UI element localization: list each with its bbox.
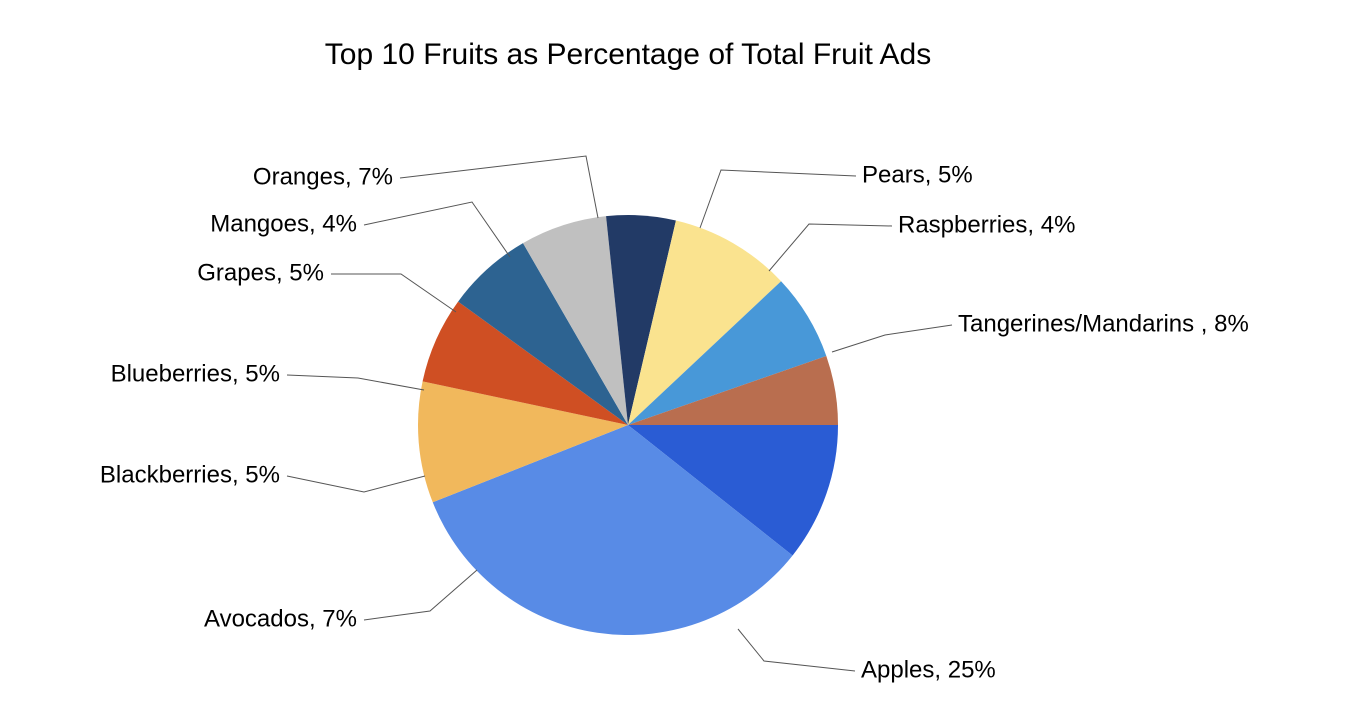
chart-title: Top 10 Fruits as Percentage of Total Fru… [324,38,932,71]
data-label-apples: Apples, 25% [861,656,996,683]
pie-slice-mangoes [606,215,676,425]
pie-slice-grapes [523,216,628,425]
data-label-pears: Pears, 5% [862,161,973,188]
pie-slice-oranges [628,220,782,425]
leader-line-tangerines-mandarins [831,324,953,353]
leader-line-raspberries [768,223,893,272]
leader-line-blackberries [286,475,426,493]
pie-slice-apples [432,425,793,636]
leader-line-mangoes [363,201,511,258]
leader-line-grapes [331,273,457,313]
data-label-blackberries: Blackberries, 5% [100,461,280,488]
data-label-mangoes: Mangoes, 4% [210,210,357,237]
leader-line-apples [737,628,856,672]
data-label-avocados: Avocados, 7% [204,605,357,632]
pie-slice-blackberries [422,301,628,425]
pie-slice-tangerines-mandarins [628,425,839,556]
leader-line-pears [699,169,857,229]
pie-slice-raspberries [628,355,838,425]
data-label-blueberries: Blueberries, 5% [111,360,280,387]
data-label-raspberries: Raspberries, 4% [898,211,1075,238]
leader-line-oranges [399,155,599,219]
pie-slice-avocados [418,381,628,503]
data-label-grapes: Grapes, 5% [197,259,324,286]
data-label-oranges: Oranges, 7% [253,163,393,190]
data-label-tangerines-mandarins: Tangerines/Mandarins , 8% [958,310,1249,337]
pie-slice-blueberries [458,243,628,425]
leader-line-blueberries [286,374,425,391]
leader-line-avocados [363,569,478,621]
pie-slice-pears [628,281,827,425]
